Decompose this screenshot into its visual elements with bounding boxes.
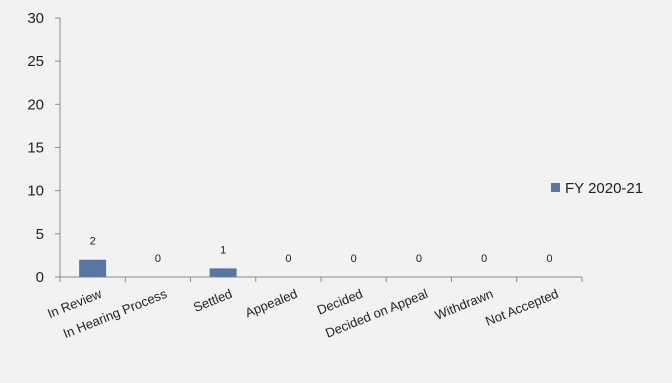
legend-label: FY 2020-21 (565, 180, 643, 197)
data-label: 0 (416, 253, 422, 265)
x-category-label: Appealed (243, 286, 300, 320)
data-label: 0 (155, 253, 161, 265)
y-tick-label: 30 (27, 10, 44, 27)
data-label: 0 (351, 253, 357, 265)
y-tick-label: 25 (27, 53, 44, 70)
data-label: 1 (220, 244, 226, 256)
legend-swatch (551, 183, 560, 192)
legend: FY 2020-21 (551, 180, 643, 197)
y-tick-label: 5 (36, 226, 44, 243)
x-category-label: Settled (191, 286, 234, 315)
bar (79, 259, 107, 277)
data-label: 0 (481, 253, 487, 265)
bar (209, 268, 237, 277)
y-tick-label: 20 (27, 96, 44, 113)
data-label: 0 (285, 253, 291, 265)
y-tick-label: 10 (27, 183, 44, 200)
x-category-label: Not Accepted (483, 286, 560, 329)
y-tick-label: 15 (27, 140, 44, 157)
data-label: 2 (90, 236, 96, 248)
data-label: 0 (546, 253, 552, 265)
y-tick-label: 0 (36, 269, 44, 286)
